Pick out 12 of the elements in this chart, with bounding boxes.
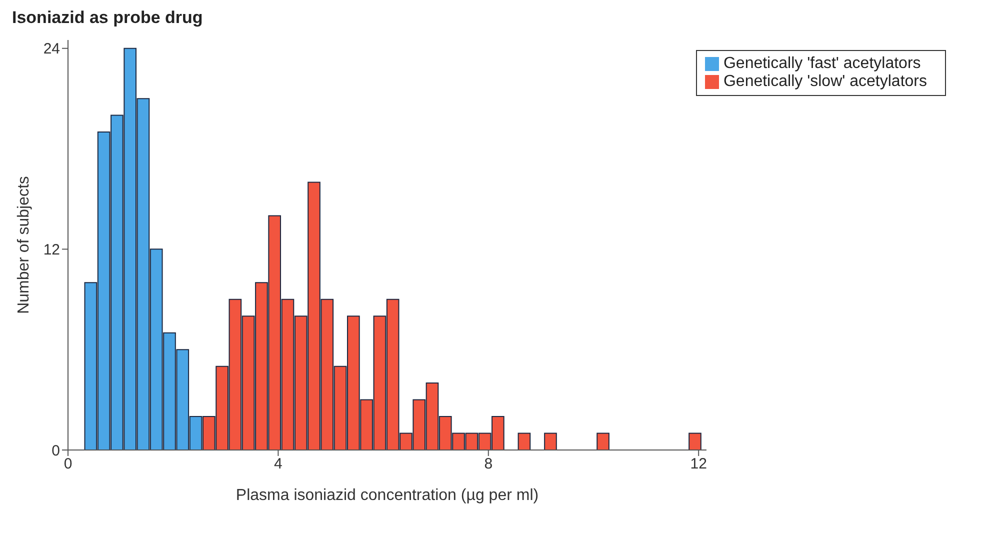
y-axis-title: Number of subjects: [16, 176, 33, 314]
y-tick-label: 12: [43, 242, 60, 259]
x-tick-label: 4: [274, 456, 282, 473]
x-tick-label: 0: [64, 456, 72, 473]
y-tick-label: 24: [43, 40, 60, 58]
y-tick-label: 0: [52, 442, 60, 460]
x-axis-title: Plasma isoniazid concentration (µg per ml): [236, 487, 539, 504]
chart-title: Isoniazid as probe drug: [12, 8, 204, 29]
x-tick-label: 12: [690, 456, 707, 473]
legend-label: Genetically 'slow' acetylators: [723, 73, 927, 90]
legend-label: Genetically 'fast' acetylators: [723, 55, 921, 72]
x-tick-label: 8: [484, 456, 493, 473]
